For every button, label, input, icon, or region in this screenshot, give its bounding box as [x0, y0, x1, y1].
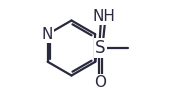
Text: NH: NH [92, 9, 115, 24]
Text: N: N [42, 27, 53, 42]
Text: S: S [95, 39, 106, 57]
Text: O: O [94, 75, 106, 90]
